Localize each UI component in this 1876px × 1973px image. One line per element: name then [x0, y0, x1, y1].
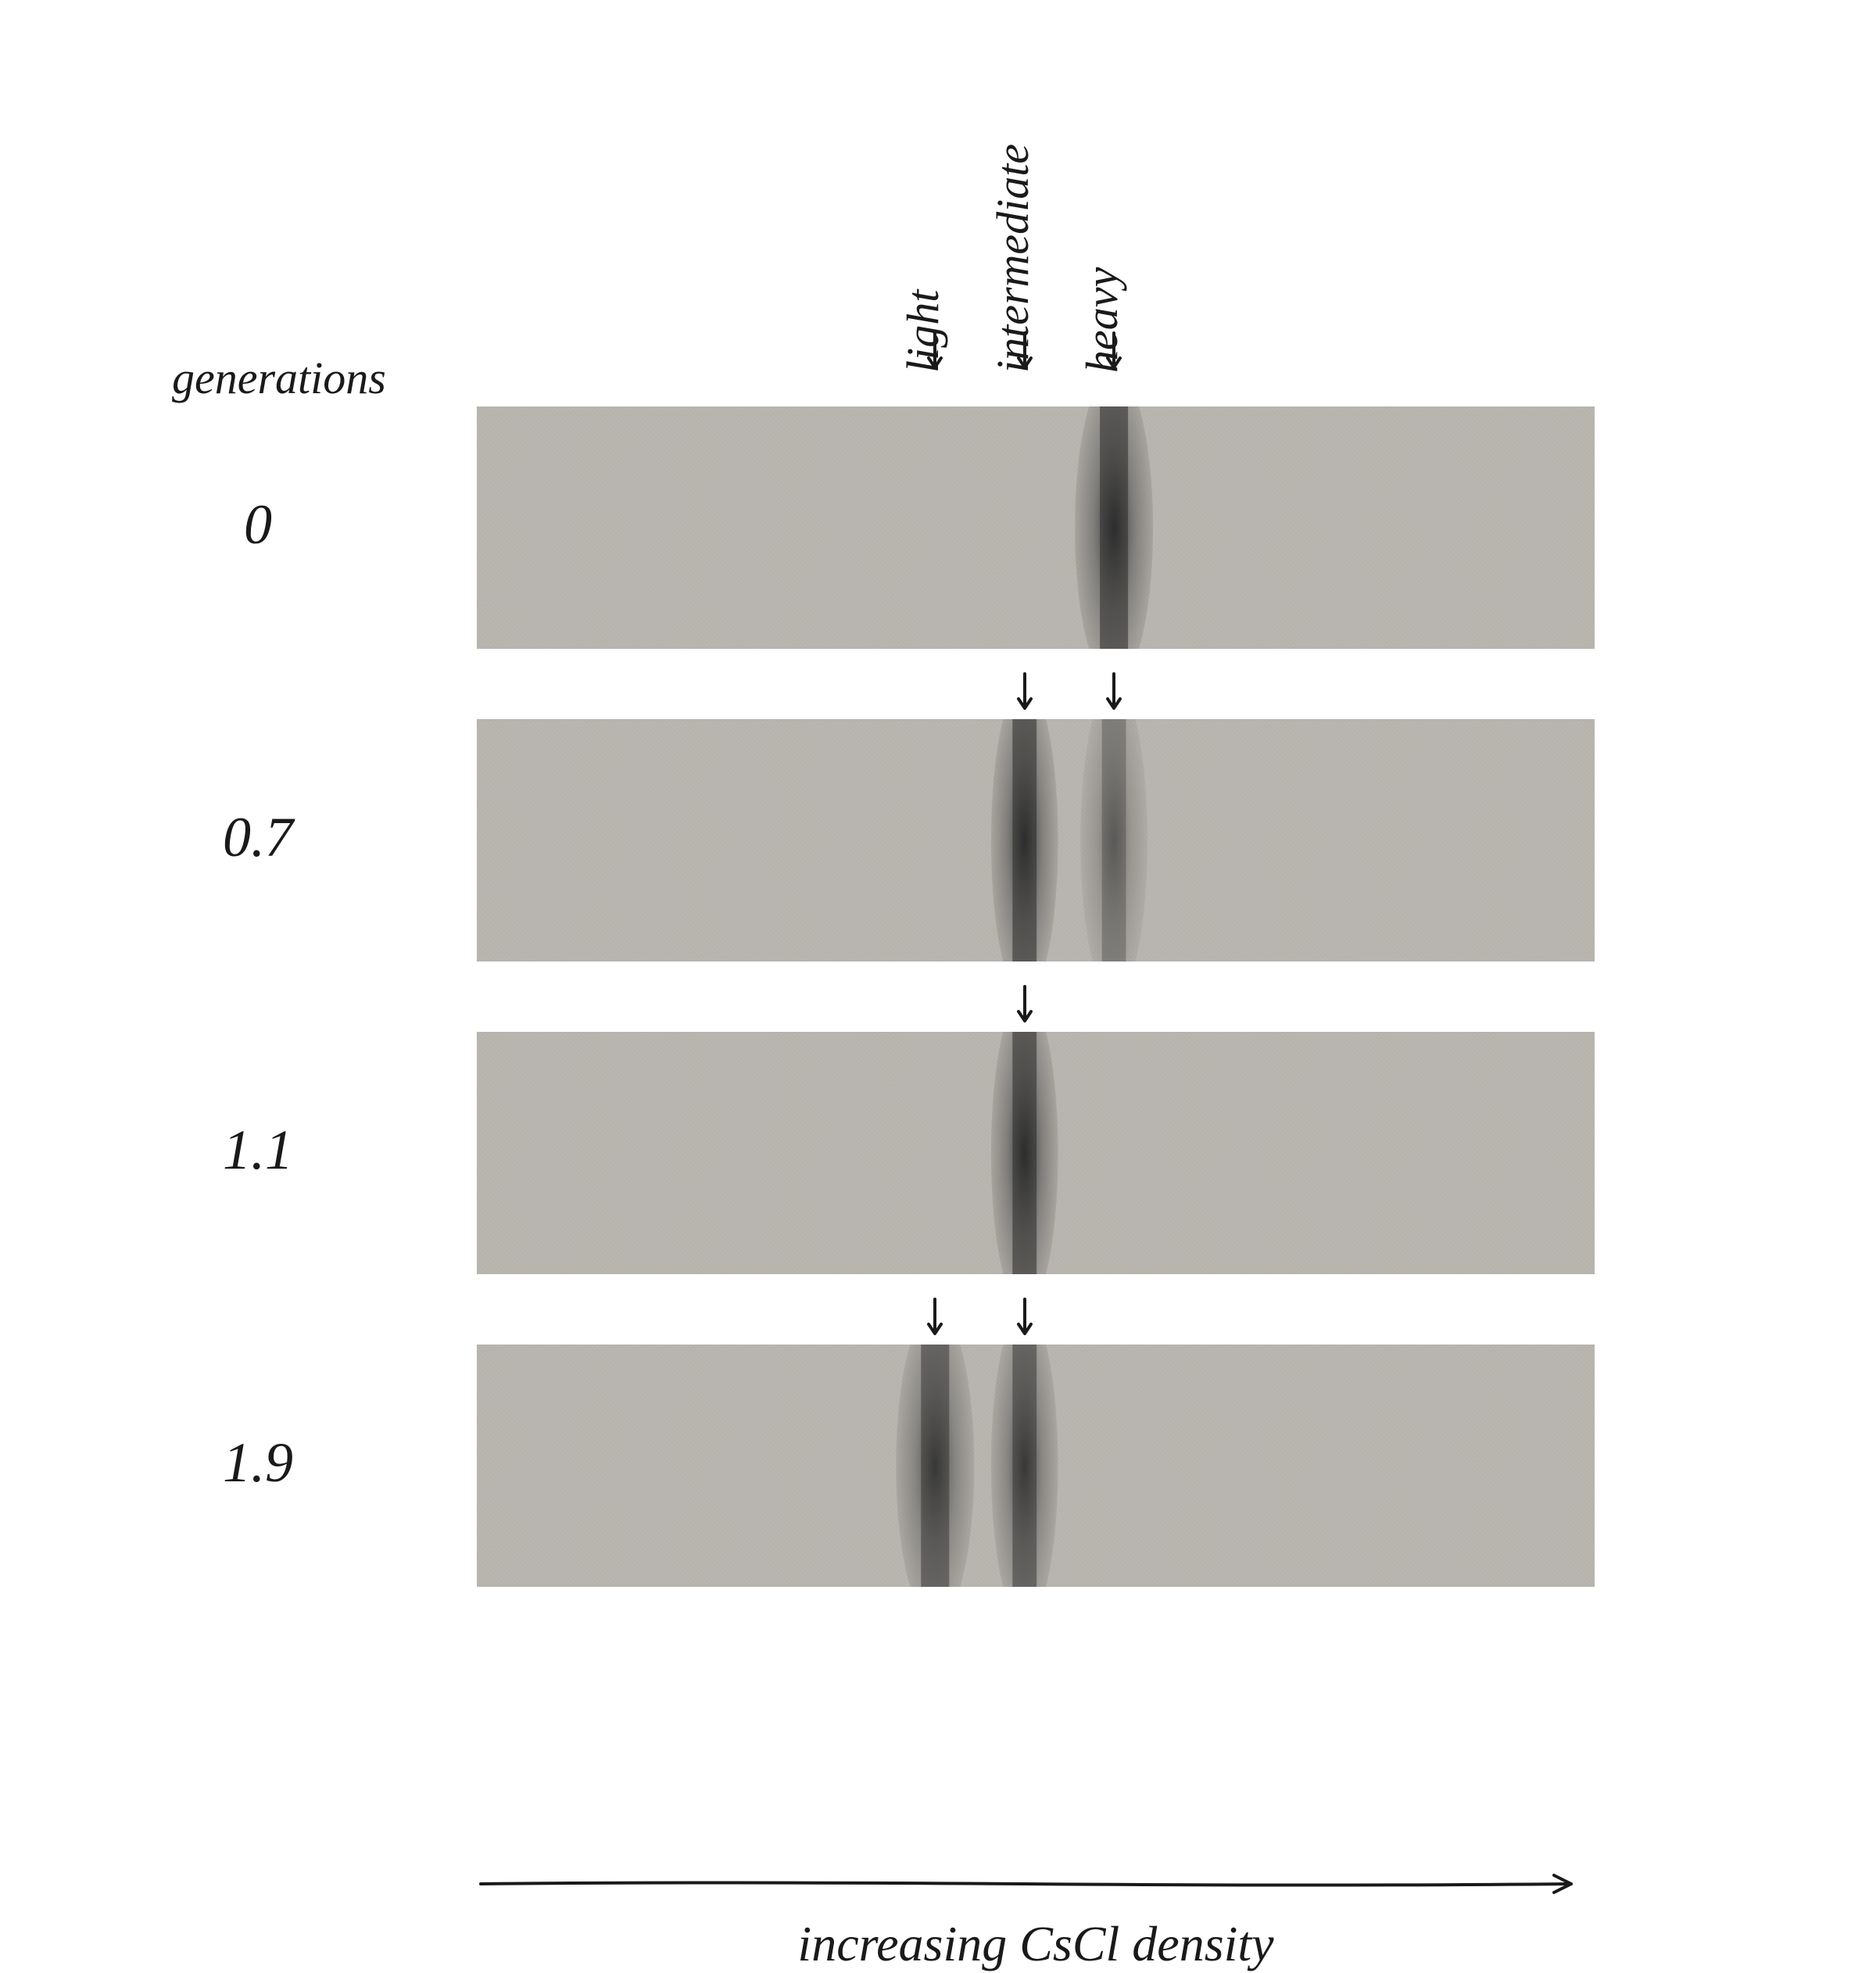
generations-heading: generations — [172, 352, 386, 404]
arrow-down-icon — [924, 1296, 946, 1344]
generation-label: 1.1 — [141, 1118, 375, 1183]
arrow-down-icon — [1103, 330, 1125, 378]
arrow-down-icon — [1014, 1296, 1036, 1344]
generation-label: 0 — [141, 492, 375, 557]
generation-label: 1.9 — [141, 1431, 375, 1495]
gel-lane — [477, 719, 1595, 961]
gel-lane — [477, 406, 1595, 649]
arrow-down-icon — [924, 330, 946, 378]
arrow-down-icon — [1014, 983, 1036, 1031]
gel-lane — [477, 1345, 1595, 1587]
gel-lane — [477, 1032, 1595, 1274]
arrow-down-icon — [1103, 671, 1125, 718]
arrow-down-icon — [1014, 330, 1036, 378]
axis-label: increasing CsCl density — [477, 1915, 1595, 1973]
top-density-labels: lightintermediateheavy — [0, 39, 1876, 375]
generation-label: 0.7 — [141, 805, 375, 870]
arrow-down-icon — [1014, 671, 1036, 718]
axis-arrow — [477, 1868, 1595, 1903]
